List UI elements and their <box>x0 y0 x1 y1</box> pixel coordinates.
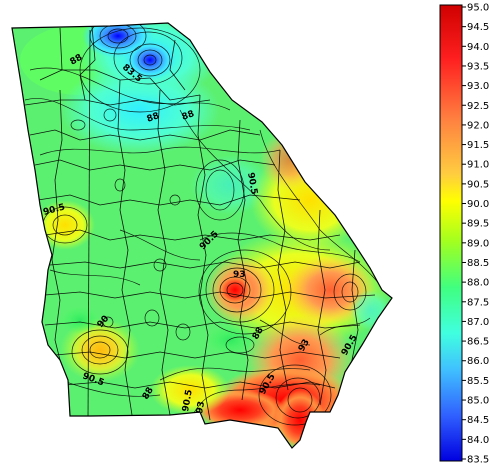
colorbar-tick-label: 92.0 <box>467 120 489 131</box>
colorbar-tick-label: 86.5 <box>467 337 489 348</box>
colorbar-tick-label: 88.5 <box>467 258 489 269</box>
colorbar-tick-label: 84.0 <box>467 435 489 446</box>
colorbar-tick-label: 94.0 <box>467 42 489 53</box>
colorbar-tick-label: 90.0 <box>467 199 489 210</box>
colorbar-tick-label: 85.0 <box>467 396 489 407</box>
colorbar-tick-label: 87.0 <box>467 317 489 328</box>
contour-label: 90.5 <box>245 172 259 196</box>
colorbar-tick-label: 89.5 <box>467 219 489 230</box>
colorbar-tick-label: 94.5 <box>467 22 489 33</box>
colorbar-tick-label: 93.0 <box>467 81 489 92</box>
colorbar-ticks: 95.0 94.5 94.0 93.5 93.0 92.5 92.0 91.5 91.0 90.5… <box>462 3 489 466</box>
colorbar-tick-label: 89.0 <box>467 238 489 249</box>
colorbar-scale <box>439 4 463 462</box>
colorbar-tick-label: 91.5 <box>467 140 489 151</box>
colorbar-tick-label: 90.5 <box>467 179 489 190</box>
contour-label: 88 <box>146 111 161 125</box>
colorbar-tick-label: 85.5 <box>467 376 489 387</box>
colorbar-tick-label: 93.5 <box>467 61 489 72</box>
contour-label: 88 <box>181 109 196 123</box>
colorbar-tick-label: 92.5 <box>467 101 489 112</box>
colorbar-tick-label: 87.5 <box>467 297 489 308</box>
colorbar-tick-label: 95.0 <box>467 3 489 14</box>
contour-label: 90.5 <box>181 389 195 413</box>
colorbar-tick-label: 91.0 <box>467 160 489 171</box>
colorbar: 95.0 94.5 94.0 93.5 93.0 92.5 92.0 91.5 91.0 90.5… <box>439 3 489 466</box>
state-boundary <box>11 22 393 449</box>
colorbar-tick-label: 84.5 <box>467 415 489 426</box>
colorbar-tick-label: 86.0 <box>467 356 489 367</box>
contour-label: 93 <box>233 270 246 280</box>
contour-label: 93 <box>195 400 207 414</box>
colorbar-tick-label: 88.0 <box>467 278 489 289</box>
colorbar-tick-label: 83.5 <box>467 455 489 466</box>
